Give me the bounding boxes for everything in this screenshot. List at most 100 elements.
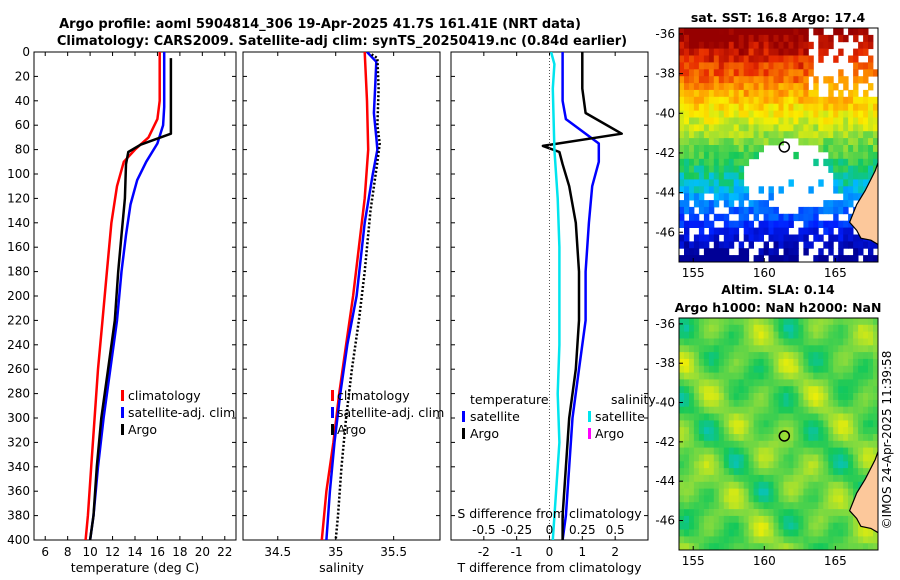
sla_map-cell xyxy=(788,324,794,332)
sla_map-cell xyxy=(773,440,779,448)
sla_map-cell xyxy=(748,427,754,435)
sla_map-cell xyxy=(823,440,829,448)
sst_map-cell xyxy=(713,179,720,187)
sla_map-cell xyxy=(858,399,864,408)
sst_map-cell xyxy=(684,179,690,187)
sla_map-cell xyxy=(793,536,799,544)
sla_map-cell xyxy=(853,536,859,544)
sla_map-cell xyxy=(708,495,715,503)
sst_map-cell xyxy=(778,255,784,262)
sla_map-cell xyxy=(748,399,754,408)
sla_map-cell xyxy=(728,365,735,373)
sla_map-cell xyxy=(778,488,784,496)
sla_map-cell xyxy=(684,468,690,476)
sst_map-cell xyxy=(863,110,869,118)
sla_map-cell xyxy=(708,420,715,428)
sst_map-cell xyxy=(818,48,824,56)
sla_map-cell xyxy=(684,495,690,503)
sla_map-cell xyxy=(823,406,829,414)
sla_map-cell xyxy=(798,358,804,367)
sst_map-cell xyxy=(868,55,874,63)
sla_map-cell xyxy=(843,379,849,387)
sst_map-cell xyxy=(783,124,789,132)
sst_map-cell xyxy=(768,138,774,146)
sst_map-cell xyxy=(723,138,730,146)
sla_map-cell xyxy=(698,440,705,448)
sst_map-cell xyxy=(838,200,844,208)
sst_map-cell xyxy=(768,124,774,132)
sla_map-cell xyxy=(689,447,695,455)
temperature-ytick-label: 240 xyxy=(7,338,30,352)
temperature-ytick-label: 100 xyxy=(7,167,30,181)
sla_map-cell xyxy=(738,529,745,537)
sla_map-cell xyxy=(798,543,804,550)
sst_map-cell xyxy=(728,241,735,249)
sla_map-cell xyxy=(783,536,789,544)
sst_map-cell xyxy=(873,151,878,160)
sla_map-cell xyxy=(843,324,849,332)
difference-line-t-argo xyxy=(541,52,623,540)
sla_map-cell xyxy=(743,522,750,530)
sst_map-cell xyxy=(853,234,859,242)
sst_map-cell xyxy=(768,89,774,98)
sst_map-cell xyxy=(858,241,864,249)
sla_map-cell xyxy=(843,318,849,326)
sla_map-cell xyxy=(843,434,849,442)
sst_map-cell xyxy=(738,179,745,187)
salinity-line-argo xyxy=(334,53,381,540)
sla_map-cell xyxy=(868,427,874,435)
sst_map-cell xyxy=(718,158,725,167)
sla_map-cell xyxy=(833,420,839,428)
sla_map-cell xyxy=(768,447,774,455)
sst_map-cell xyxy=(823,131,829,139)
sla_map-cell xyxy=(803,509,809,517)
sla_map-cell xyxy=(788,427,794,435)
sla_map-cell xyxy=(753,406,759,414)
sla_map-cell xyxy=(853,338,859,346)
sla_map-cell xyxy=(778,393,784,401)
sla_map-cell xyxy=(773,413,779,421)
sla_map-cell xyxy=(703,427,710,435)
sla_map-cell xyxy=(813,420,819,428)
sst_map-cell xyxy=(713,234,720,242)
sst_map-cell xyxy=(848,241,854,249)
sla_map-cell xyxy=(843,365,849,373)
sla_map-cell xyxy=(718,468,725,476)
sla_map-cell xyxy=(703,543,710,550)
sla_map-cell xyxy=(698,338,705,346)
sst_map-cell xyxy=(679,124,685,132)
sla_map-cell xyxy=(768,474,774,483)
sst_map-cell xyxy=(748,34,754,43)
sla_map-cell xyxy=(828,536,834,544)
sst_map-cell xyxy=(718,89,725,98)
sst_map-cell xyxy=(873,69,878,77)
sla_map-cell xyxy=(733,386,740,394)
sla_map-cell xyxy=(743,331,750,339)
sst_map-cell xyxy=(853,186,859,194)
sla_map-cell xyxy=(689,372,695,380)
sla_map-cell xyxy=(698,352,705,360)
sst_map-cell xyxy=(798,28,804,36)
sst_map-cell xyxy=(848,186,854,194)
sla_map-cell xyxy=(833,331,839,339)
sla_map-cell xyxy=(838,372,844,380)
sst_map-cell xyxy=(723,89,730,98)
sla_map-ytick-label: -44 xyxy=(655,474,675,488)
sla_map-cell xyxy=(763,345,769,353)
sla_map-cell xyxy=(689,358,695,367)
sla_map-cell xyxy=(823,474,829,483)
sst_map-cell xyxy=(728,76,735,84)
sla_map-cell xyxy=(778,474,784,483)
sla_map-cell xyxy=(693,324,700,332)
sla_map-cell xyxy=(708,481,715,489)
sla_map-cell xyxy=(873,427,878,435)
sst_map-cell xyxy=(788,220,794,228)
sla_map-cell xyxy=(813,515,819,524)
sla_map-cell xyxy=(713,352,720,360)
sst_map-cell xyxy=(778,55,784,63)
sla_map-cell xyxy=(743,318,750,326)
sla_map-cell xyxy=(713,447,720,455)
sst_map-cell xyxy=(718,76,725,84)
sla_map-cell xyxy=(743,399,750,408)
sla_map-cell xyxy=(684,454,690,462)
